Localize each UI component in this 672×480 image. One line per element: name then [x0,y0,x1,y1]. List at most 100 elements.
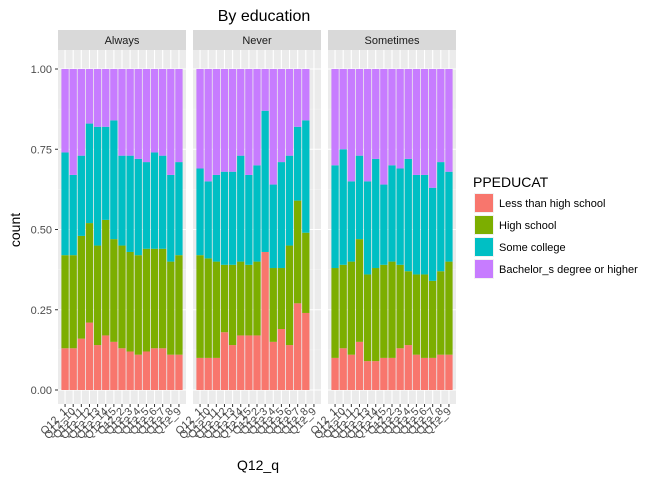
bar-segment [331,69,339,166]
bar-segment [167,174,175,262]
panel-strip [193,30,321,50]
bar-segment [118,245,126,349]
bar-segment [269,69,277,185]
bar-segment [175,255,183,355]
bar-segment [196,69,204,169]
bar-segment [412,69,421,175]
bar-segment [420,174,429,275]
y-tick-label: 1.00 [31,64,52,76]
bar-segment [167,354,175,390]
bar-segment [93,345,102,390]
bar-segment [437,354,445,390]
bar-segment [212,357,220,390]
bar-segment [396,168,404,265]
bar-segment [277,162,286,269]
bar-segment [277,268,286,330]
bar-segment [253,69,261,166]
bar-segment [167,261,175,355]
bar-segment [159,69,167,156]
bar-segment [69,174,77,256]
bar-segment [253,261,261,336]
panel-strip-label: Sometimes [364,35,420,47]
bar-segment [445,354,453,390]
bar-segment [285,69,294,156]
bar-segment [388,261,396,358]
bar-segment [429,357,437,390]
bar-segment [167,69,175,175]
y-tick-label: 0.50 [31,225,52,237]
bar-segment [134,158,142,256]
bar-segment [445,261,453,355]
bar-segment [204,181,212,259]
bar-segment [363,181,372,275]
bar-segment [204,357,212,390]
panel-always: AlwaysQ12_1Q12_10Q12_11Q12_12Q12_13Q12_1… [38,30,186,442]
bar-segment [150,248,159,349]
bar-segment [110,239,118,342]
bar-segment [380,264,388,358]
bar-segment [412,274,421,355]
bar-segment [355,155,364,240]
bar-segment [204,69,212,182]
bar-segment [285,345,294,390]
legend-label: Bachelor_s degree or higher [499,264,638,276]
bar-segment [134,255,142,355]
bar-segment [237,69,245,156]
bar-segment [445,69,453,172]
bar-segment [61,348,69,390]
bar-segment [118,348,126,390]
bar-segment [302,120,310,233]
bar-segment [261,251,269,390]
bar-segment [228,345,237,390]
bar-segment [396,69,404,169]
bar-segment [396,264,404,349]
bar-segment [363,69,372,182]
bar-segment [61,69,69,153]
bar-segment [175,162,183,256]
bar-segment [118,155,126,246]
bar-segment [220,264,229,333]
bar-segment [85,123,94,224]
bar-segment [253,335,261,390]
bar-segment [420,274,429,358]
bar-segment [380,184,388,265]
bar-segment [102,69,110,127]
bar-segment [126,251,134,352]
bar-segment [339,348,347,390]
bar-segment [77,235,85,339]
panel-strip-label: Always [105,35,140,47]
bar-segment [69,69,77,175]
bar-segment [212,69,220,175]
bar-segment [404,158,412,272]
bar-segment [212,174,220,262]
bar-segment [220,332,229,390]
panel-strip [328,30,456,50]
bar-segment [110,69,118,121]
bar-segment [253,165,261,262]
bar-segment [437,69,445,163]
bar-segment [429,69,437,188]
bar-segment [150,348,159,390]
bar-segment [429,187,437,281]
bar-segment [363,274,372,362]
chart-title: By education [218,8,311,25]
bar-segment [404,69,412,159]
bar-segment [269,268,277,342]
bar-segment [294,200,302,304]
bar-segment [437,271,445,355]
bar-segment [126,69,134,156]
panel-strip [58,30,186,50]
legend-items: Less than high school High school Some col… [474,193,638,279]
bar-segment [261,110,269,252]
bar-segment [404,271,412,346]
bar-segment [388,357,396,390]
panel-strip-label: Never [242,35,272,47]
y-axis-title: count [7,213,23,247]
legend-label: Some college [499,242,566,254]
y-tick-label: 0.00 [31,385,52,397]
bar-segment [102,335,110,390]
legend-item: Less than high school [474,193,605,213]
bar-segment [331,165,339,269]
bar-segment [294,126,302,201]
bar-segment [110,120,118,240]
